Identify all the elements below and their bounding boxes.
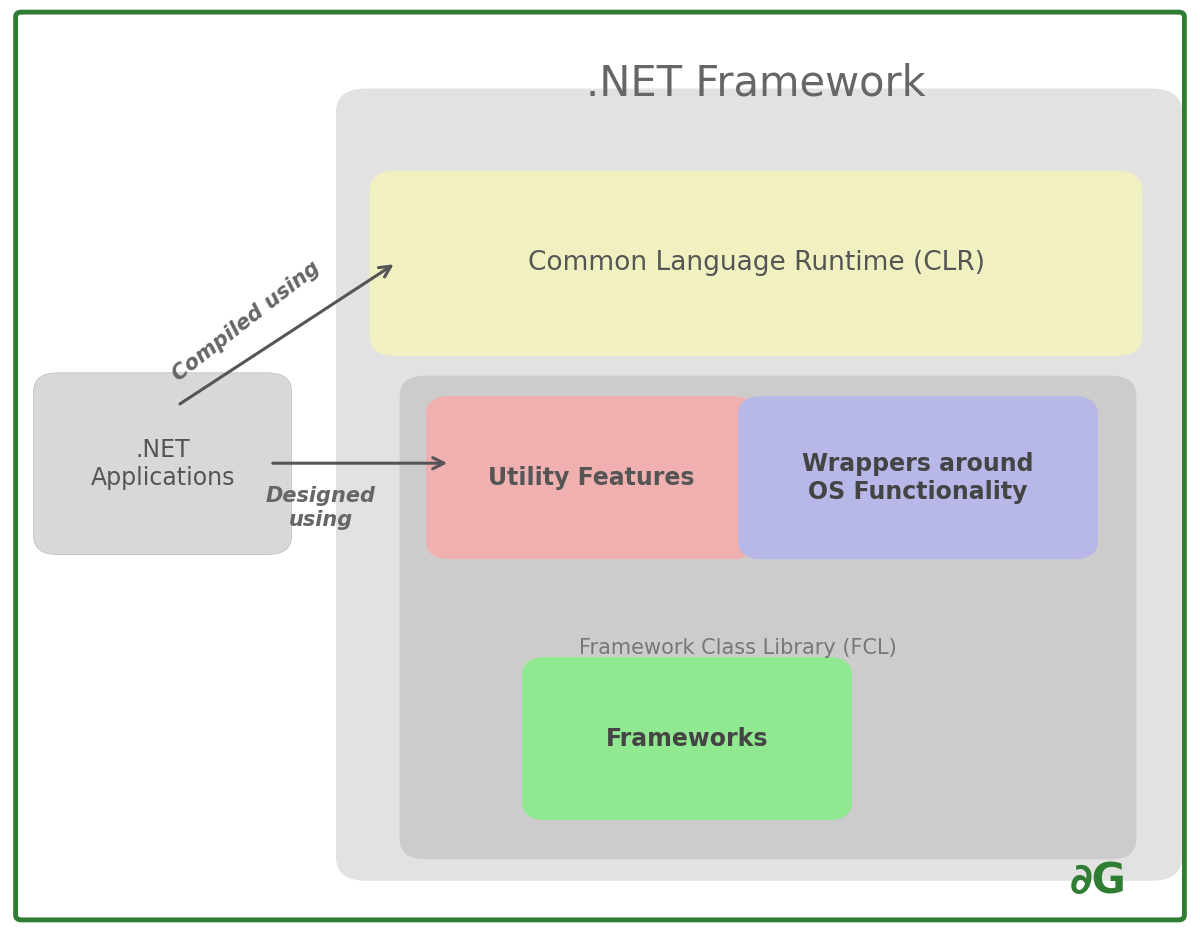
FancyBboxPatch shape — [522, 657, 852, 820]
FancyBboxPatch shape — [336, 89, 1182, 881]
Text: Frameworks: Frameworks — [606, 727, 768, 750]
Text: Utility Features: Utility Features — [487, 466, 695, 489]
Text: ∂G: ∂G — [1069, 859, 1127, 902]
Text: Designed
using: Designed using — [265, 487, 376, 529]
FancyBboxPatch shape — [400, 376, 1136, 859]
FancyBboxPatch shape — [738, 396, 1098, 559]
Text: Wrappers around
OS Functionality: Wrappers around OS Functionality — [803, 452, 1033, 503]
FancyBboxPatch shape — [34, 373, 292, 555]
FancyBboxPatch shape — [426, 396, 756, 559]
Text: Common Language Runtime (CLR): Common Language Runtime (CLR) — [528, 251, 984, 276]
FancyBboxPatch shape — [370, 171, 1142, 356]
Text: Compiled using: Compiled using — [168, 258, 324, 385]
Text: .NET Framework: .NET Framework — [586, 62, 926, 105]
Text: .NET
Applications: .NET Applications — [90, 438, 235, 489]
Text: Framework Class Library (FCL): Framework Class Library (FCL) — [580, 637, 896, 658]
FancyBboxPatch shape — [16, 12, 1184, 920]
